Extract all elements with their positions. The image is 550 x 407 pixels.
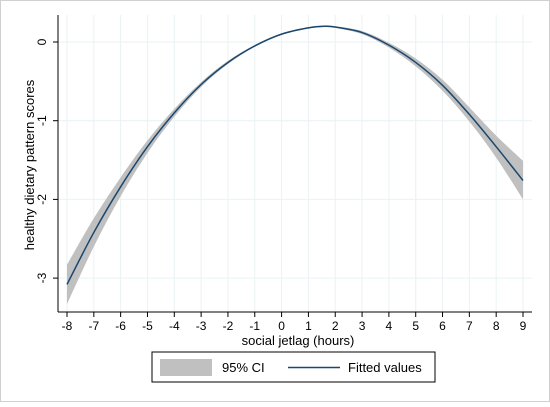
legend-fit-label: Fitted values: [348, 360, 422, 375]
legend: 95% CI Fitted values: [151, 351, 436, 383]
legend-ci-swatch: [160, 359, 212, 376]
y-tick-label: -2: [35, 194, 49, 205]
x-tick-label: 7: [466, 319, 473, 333]
x-tick-label: -4: [169, 319, 180, 333]
x-tick-label: 9: [520, 319, 527, 333]
x-tick-label: -1: [249, 319, 260, 333]
x-tick-label: 8: [493, 319, 500, 333]
axes: -8 -7 -6 -5 -4 -3 -2 -1 0 1 2 3 4 5 6 7 8 9 0 -1 -2 -3: [35, 15, 532, 333]
x-tick-label: 3: [359, 319, 366, 333]
y-tick-label: 0: [35, 38, 49, 45]
legend-ci-label: 95% CI: [222, 360, 265, 375]
x-tick-label: 1: [305, 319, 312, 333]
y-axis-label: healthy dietary pattern scores: [22, 79, 37, 250]
x-tick-label: -8: [62, 319, 73, 333]
fitted-line: [66, 25, 524, 285]
y-tick-label: -3: [35, 272, 49, 283]
x-tick-label: -3: [196, 319, 207, 333]
x-tick-label: 0: [278, 319, 285, 333]
x-tick-label: 2: [332, 319, 339, 333]
x-tick-label: -7: [88, 319, 99, 333]
y-tick-label: -1: [35, 115, 49, 126]
x-tick-label: 6: [439, 319, 446, 333]
x-tick-label: 4: [386, 319, 393, 333]
x-axis-label: social jetlag (hours): [242, 333, 355, 348]
x-tick-label: -2: [223, 319, 234, 333]
x-tick-label: 5: [412, 319, 419, 333]
x-tick-label: -6: [115, 319, 126, 333]
x-tick-label: -5: [142, 319, 153, 333]
